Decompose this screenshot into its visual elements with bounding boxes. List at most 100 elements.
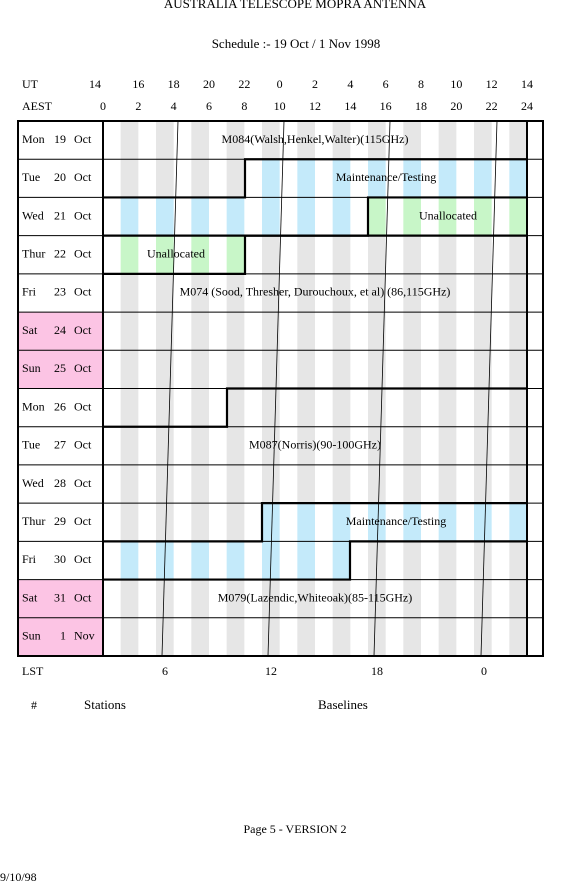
hour-stripe [262, 388, 280, 427]
hour-stripe [297, 617, 315, 656]
hour-stripe [368, 350, 386, 389]
hour-stripe [332, 350, 351, 389]
hour-stripe [120, 197, 139, 236]
stations-header: Stations [84, 697, 126, 712]
hour-stripe [509, 121, 527, 160]
hour-stripe [438, 235, 457, 274]
hour-stripe [262, 197, 280, 236]
hour-stripe [262, 503, 280, 542]
aest-tick: 16 [380, 99, 392, 113]
hour-stripe [438, 312, 457, 351]
hour-stripe [368, 235, 386, 274]
hour-stripe [403, 579, 421, 618]
day-label: Wed [22, 208, 44, 222]
hour-stripe [438, 197, 457, 236]
subtitle: Schedule :- 19 Oct / 1 Nov 1998 [212, 36, 381, 51]
hour-stripe [156, 312, 174, 351]
hour-stripe [297, 273, 315, 313]
hour-stripe [226, 350, 245, 389]
block-border [103, 234, 527, 275]
aest-tick: 12 [309, 99, 321, 113]
hour-stripe [262, 464, 280, 504]
hour-stripe [509, 273, 527, 313]
hour-stripe [509, 350, 527, 389]
month-label: Oct [74, 323, 92, 337]
hour-stripe [226, 579, 245, 618]
hour-stripe [120, 579, 139, 618]
hour-stripe [156, 426, 174, 465]
hour-stripe [509, 541, 527, 580]
aest-tick: 10 [274, 99, 286, 113]
hour-stripe [332, 273, 351, 313]
day-label: Sat [22, 590, 38, 604]
hour-stripe [120, 235, 139, 274]
hour-stripe [474, 121, 492, 160]
hour-stripe [191, 464, 209, 504]
hour-stripe [474, 426, 492, 465]
hour-stripe [191, 312, 209, 351]
print-date: 9/10/98 [0, 870, 37, 882]
hour-stripe [191, 121, 209, 160]
hour-stripe [191, 426, 209, 465]
hour-stripe [438, 350, 457, 389]
hour-stripe [297, 235, 315, 274]
hour-stripe [332, 197, 351, 236]
month-label: Oct [74, 438, 92, 452]
booking-label: M079(Lazendic,Whiteoak)(85-115GHz) [218, 590, 412, 604]
hour-stripe [332, 426, 351, 465]
hour-stripe [403, 159, 421, 198]
hour-stripe [474, 350, 492, 389]
hour-stripe [368, 426, 386, 465]
hour-stripe [191, 503, 209, 542]
hour-stripe [191, 350, 209, 389]
aest-tick: 22 [486, 99, 498, 113]
ut-tick: 12 [486, 77, 498, 91]
lst-tick: 0 [481, 664, 487, 678]
hour-stripe [191, 541, 209, 580]
hour-stripe [368, 159, 386, 198]
hour-stripe [191, 235, 209, 274]
booking-label: Maintenance/Testing [336, 170, 436, 184]
hour-stripe [226, 273, 245, 313]
hour-stripe [297, 312, 315, 351]
hour-stripe [332, 121, 351, 160]
hour-stripe [262, 235, 280, 274]
date-label: 26 [54, 399, 66, 413]
hour-stripe [509, 235, 527, 274]
hour-stripe [120, 121, 139, 160]
ut-tick: 16 [132, 77, 144, 91]
weekend-cell [18, 579, 103, 618]
ut-tick: 8 [418, 77, 424, 91]
hour-stripe [332, 541, 351, 580]
booking-label: M074 (Sood, Thresher, Durouchoux, et al)… [180, 285, 451, 299]
month-label: Oct [74, 132, 92, 146]
hour-stripe [262, 273, 280, 313]
table-frame [17, 120, 544, 657]
hour-stripe [262, 121, 280, 160]
page-number: Page 5 - VERSION 2 [243, 822, 346, 836]
hour-stripe [474, 159, 492, 198]
aest-tick: 0 [100, 99, 106, 113]
hour-stripe [332, 464, 351, 504]
hour-stripe [474, 464, 492, 504]
hour-stripe [226, 312, 245, 351]
hour-stripe [332, 312, 351, 351]
hour-stripe [262, 617, 280, 656]
number-header: # [31, 698, 37, 712]
hour-stripe [262, 579, 280, 618]
hour-stripe [156, 617, 174, 656]
ut-tick: 20 [203, 77, 215, 91]
hour-stripe [226, 159, 245, 198]
date-label: 24 [54, 323, 66, 337]
hour-stripe [191, 617, 209, 656]
month-label: Oct [74, 361, 92, 375]
hour-stripe [332, 503, 351, 542]
hour-stripe [403, 350, 421, 389]
aest-tick: 6 [206, 99, 212, 113]
hour-stripe [509, 312, 527, 351]
hour-stripe [438, 426, 457, 465]
day-label: Thur [22, 247, 45, 261]
hour-stripe [226, 464, 245, 504]
hour-stripe [438, 464, 457, 504]
hour-stripe [368, 312, 386, 351]
